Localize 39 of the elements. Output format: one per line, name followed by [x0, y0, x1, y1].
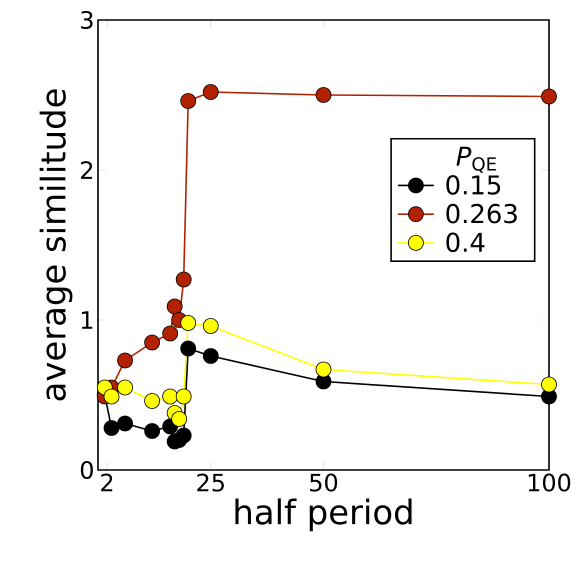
- point: [117, 416, 133, 432]
- y-tick-label: 1: [82, 311, 92, 329]
- point: [144, 423, 160, 439]
- point: [316, 362, 332, 378]
- x-tick-label: 100: [528, 474, 570, 492]
- point: [180, 315, 196, 331]
- point: [104, 420, 120, 436]
- point: [162, 388, 178, 404]
- x-axis-title: half period: [235, 498, 412, 532]
- y-tick-label: 0: [80, 460, 93, 480]
- point: [176, 272, 192, 288]
- point: [316, 87, 332, 103]
- point: [541, 88, 557, 104]
- point: [104, 388, 120, 404]
- x-tick-label: 2: [101, 474, 112, 492]
- legend-label: 0.263: [446, 204, 517, 224]
- x-tick-label: 25: [197, 474, 224, 492]
- point: [162, 326, 178, 342]
- point: [180, 340, 196, 356]
- y-tick-label: 2: [81, 161, 92, 179]
- point: [202, 318, 219, 334]
- point: [176, 388, 192, 404]
- point: [202, 348, 219, 364]
- point: [144, 334, 160, 350]
- legend-label: 0.15: [446, 175, 500, 195]
- point: [117, 380, 133, 396]
- y-axis-title: average similitude: [40, 89, 72, 400]
- legend-label: 0.4: [446, 232, 484, 252]
- y-tick-label: 3: [81, 10, 93, 30]
- point: [166, 298, 183, 314]
- point: [117, 352, 133, 368]
- point: [144, 393, 160, 409]
- point: [541, 376, 557, 392]
- point: [180, 93, 196, 109]
- point: [202, 84, 219, 100]
- x-tick-label: 50: [310, 474, 338, 492]
- point: [171, 411, 188, 427]
- point: [176, 428, 192, 444]
- legend-title: P$_{QE}$: [456, 146, 496, 173]
